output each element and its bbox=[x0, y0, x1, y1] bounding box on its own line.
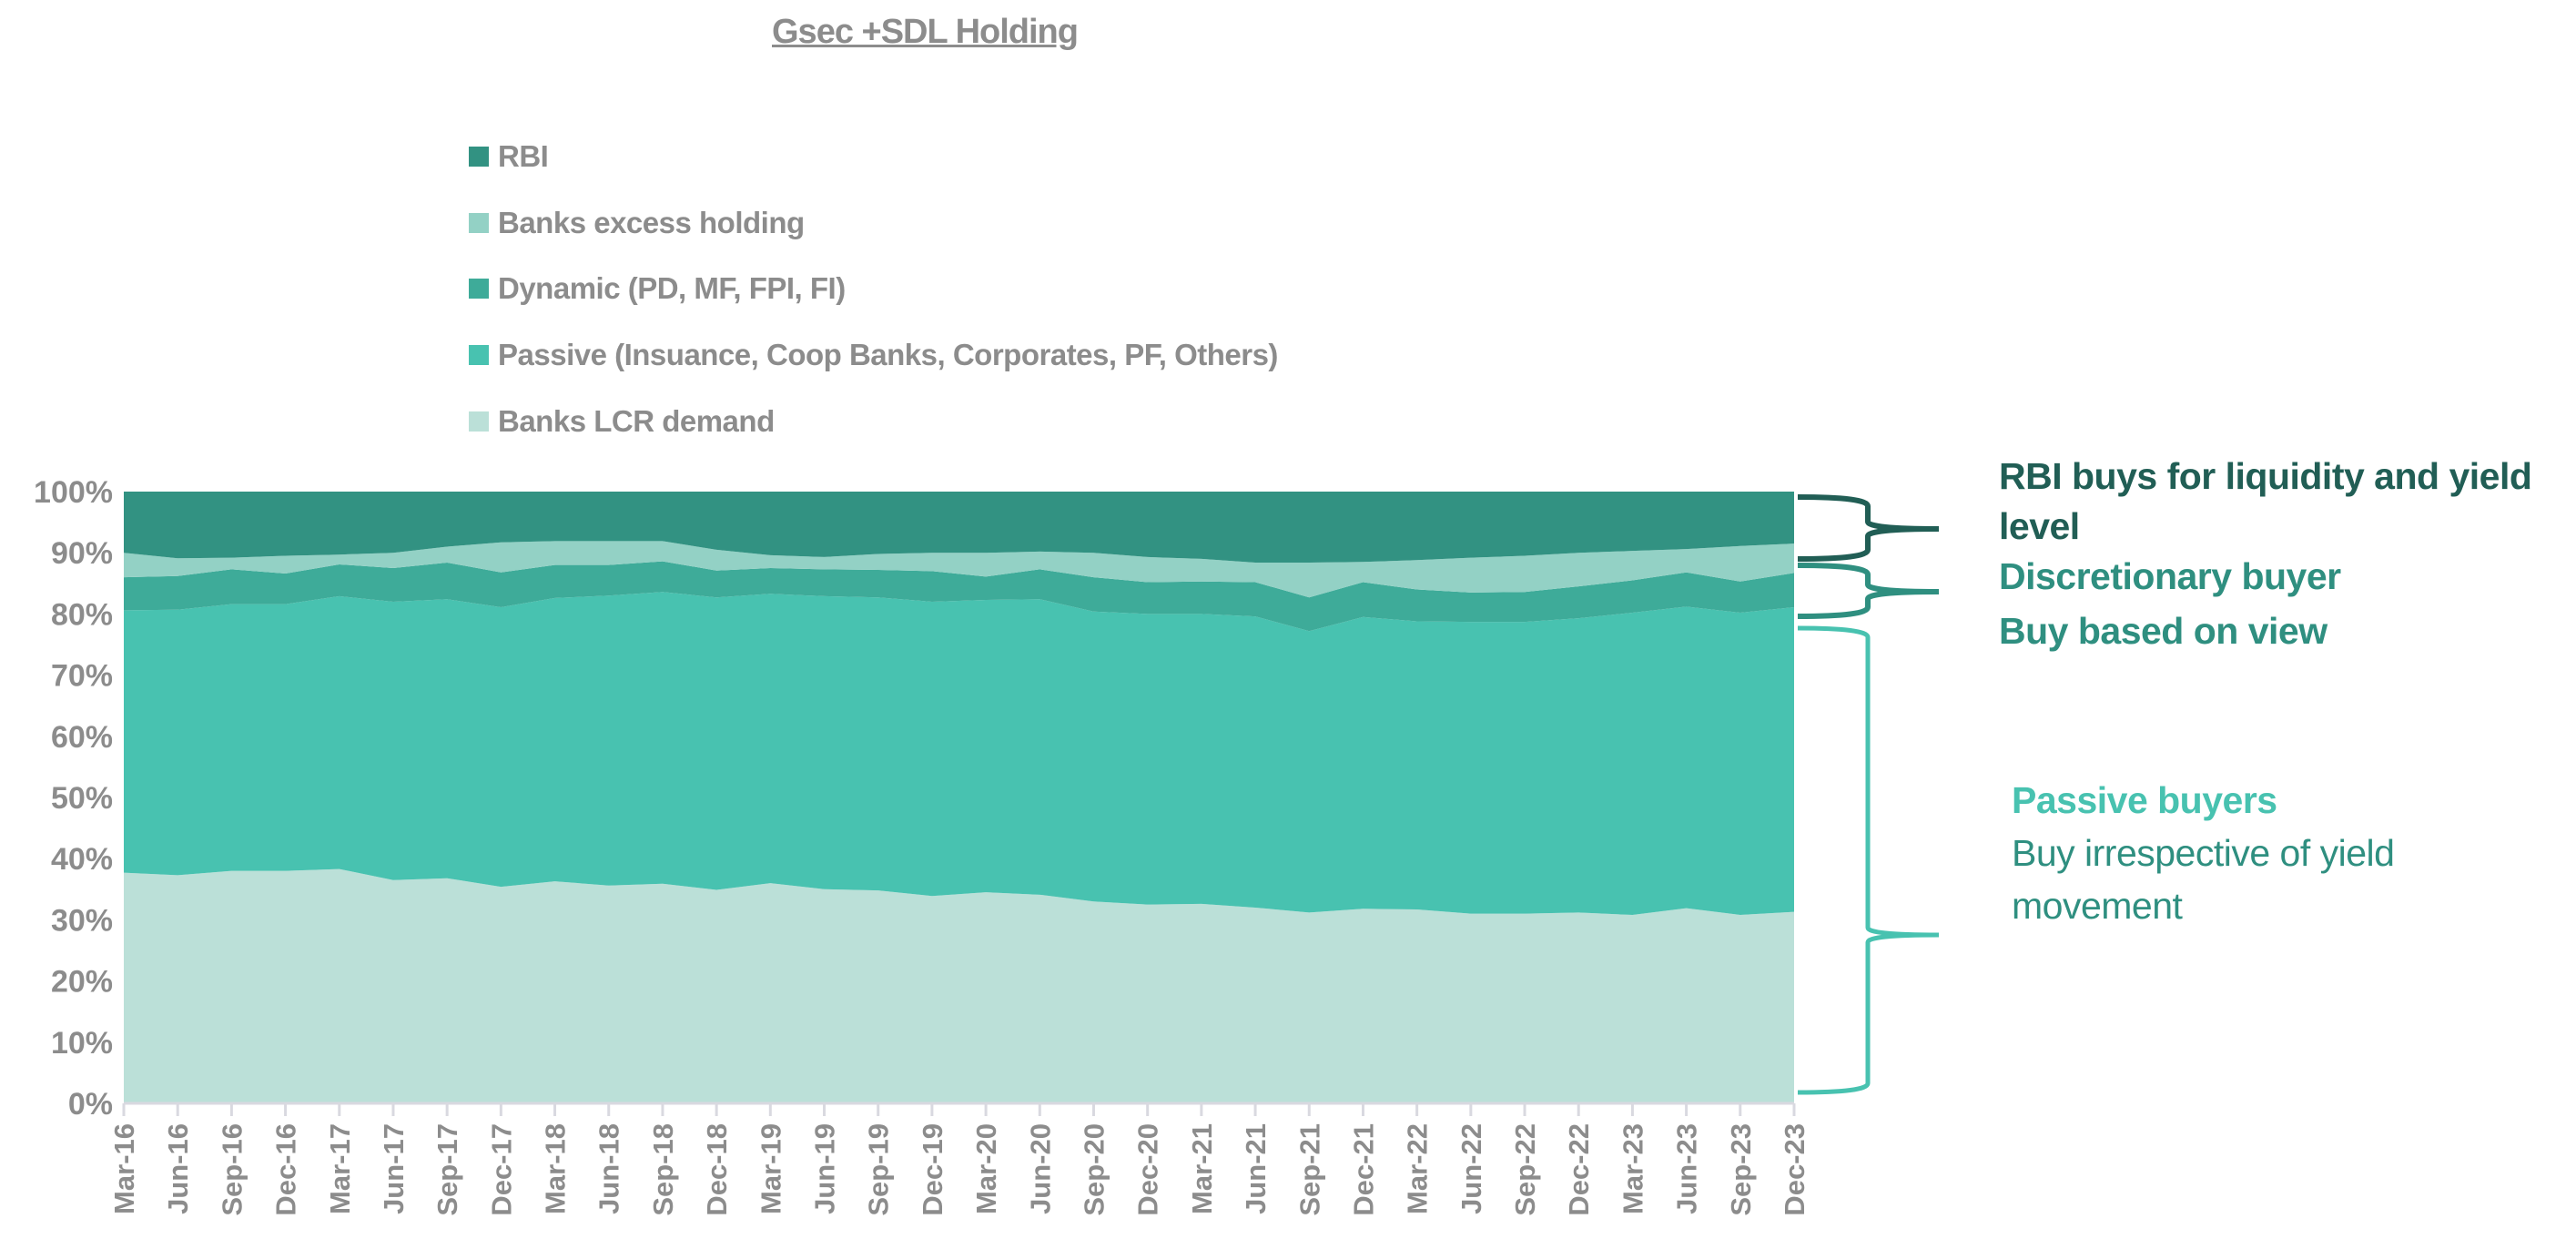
x-tick-label: Sep-21 bbox=[1293, 1123, 1325, 1216]
legend-item: Banks excess holding bbox=[469, 205, 805, 241]
area-passive bbox=[124, 592, 1794, 916]
x-tick-label: Mar-17 bbox=[324, 1123, 356, 1214]
x-tick-label: Sep-18 bbox=[647, 1123, 679, 1216]
x-tick-label: Dec-19 bbox=[917, 1123, 948, 1216]
y-tick-label: 40% bbox=[51, 842, 113, 877]
x-tick-label: Jun-22 bbox=[1455, 1123, 1487, 1214]
x-tick-label: Mar-18 bbox=[540, 1123, 572, 1214]
x-tick-label: Sep-20 bbox=[1078, 1123, 1110, 1216]
legend-item: Banks LCR demand bbox=[469, 403, 775, 440]
x-tick-label: Dec-17 bbox=[485, 1123, 517, 1216]
legend-item: Passive (Insuance, Coop Banks, Corporate… bbox=[469, 337, 1278, 373]
annotation-discretionary-line2: Buy based on view bbox=[1999, 610, 2328, 652]
legend-label: Banks excess holding bbox=[498, 206, 805, 239]
area-banks-lcr bbox=[124, 868, 1794, 1103]
y-tick-label: 100% bbox=[34, 475, 113, 510]
x-tick-label: Sep-17 bbox=[431, 1123, 463, 1216]
annotation-passive-line1: Buy irrespective of yield bbox=[2012, 832, 2395, 874]
annotation-discretionary-line1: Discretionary buyer bbox=[1999, 555, 2341, 597]
legend-label: Banks LCR demand bbox=[498, 404, 775, 438]
x-tick-label: Jun-21 bbox=[1240, 1123, 1272, 1214]
legend-label: RBI bbox=[498, 139, 549, 173]
y-tick-label: 90% bbox=[51, 536, 113, 571]
x-tick-label: Dec-21 bbox=[1347, 1123, 1379, 1216]
y-tick-label: 0% bbox=[68, 1087, 113, 1122]
x-tick-label: Mar-20 bbox=[970, 1123, 1002, 1214]
y-tick-label: 20% bbox=[51, 965, 113, 1000]
area-banks bbox=[124, 541, 1794, 598]
y-tick-label: 80% bbox=[51, 597, 113, 632]
x-tick-label: Mar-16 bbox=[108, 1123, 140, 1214]
x-tick-label: Jun-19 bbox=[809, 1123, 841, 1214]
y-tick-label: 10% bbox=[51, 1026, 113, 1061]
x-tick-label: Sep-19 bbox=[863, 1123, 895, 1216]
x-tick-label: Mar-21 bbox=[1186, 1123, 1218, 1214]
x-tick-label: Dec-23 bbox=[1779, 1123, 1810, 1216]
annotation-rbi-line1: RBI buys for liquidity and yield bbox=[1999, 455, 2532, 497]
annotation-passive-line2: movement bbox=[2012, 885, 2183, 927]
chart-title: Gsec +SDL Holding bbox=[772, 13, 1079, 51]
x-tick-label: Sep-23 bbox=[1725, 1123, 1757, 1216]
x-tick-label: Jun-18 bbox=[593, 1123, 625, 1214]
x-tick-label: Dec-20 bbox=[1132, 1123, 1164, 1216]
legend-item: Dynamic (PD, MF, FPI, FI) bbox=[469, 270, 846, 307]
area-rbi bbox=[124, 492, 1794, 563]
x-tick-label: Jun-20 bbox=[1024, 1123, 1056, 1214]
x-tick-label: Mar-19 bbox=[755, 1123, 786, 1214]
x-tick-label: Dec-16 bbox=[270, 1123, 302, 1216]
x-tick-label: Sep-16 bbox=[216, 1123, 248, 1216]
brace-discretionary bbox=[1797, 563, 1940, 619]
legend-label: Passive (Insuance, Coop Banks, Corporate… bbox=[498, 338, 1278, 371]
x-tick-label: Jun-16 bbox=[162, 1123, 194, 1214]
x-tick-label: Dec-18 bbox=[701, 1123, 733, 1216]
annotation-passive-heading: Passive buyers bbox=[2012, 779, 2277, 821]
x-tick-label: Mar-22 bbox=[1402, 1123, 1434, 1214]
y-tick-label: 30% bbox=[51, 903, 113, 938]
x-tick-label: Jun-23 bbox=[1671, 1123, 1703, 1214]
legend-swatch bbox=[469, 345, 489, 365]
y-tick-label: 60% bbox=[51, 720, 113, 755]
legend-swatch bbox=[469, 411, 489, 432]
legend-swatch bbox=[469, 279, 489, 299]
brace-passive bbox=[1797, 625, 1940, 1095]
x-tick-label: Sep-22 bbox=[1509, 1123, 1541, 1216]
legend-item: RBI bbox=[469, 138, 549, 175]
brace-rbi bbox=[1797, 494, 1940, 562]
legend-label: Dynamic (PD, MF, FPI, FI) bbox=[498, 271, 846, 305]
annotation-rbi-line2: level bbox=[1999, 505, 2080, 547]
area-dynamic bbox=[124, 561, 1794, 632]
x-tick-label: Mar-23 bbox=[1617, 1123, 1648, 1214]
x-tick-label: Dec-22 bbox=[1563, 1123, 1595, 1216]
legend-swatch bbox=[469, 147, 489, 167]
y-tick-label: 70% bbox=[51, 659, 113, 694]
legend-swatch bbox=[469, 213, 489, 233]
y-tick-label: 50% bbox=[51, 781, 113, 816]
x-tick-label: Jun-17 bbox=[378, 1123, 410, 1214]
